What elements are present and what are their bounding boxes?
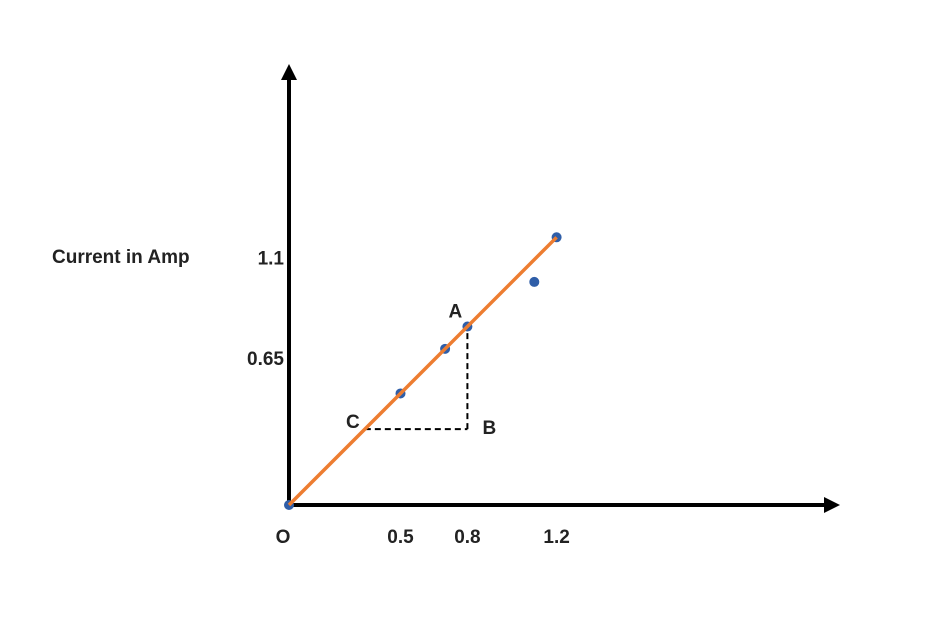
y-tick-label: 0.65 <box>247 349 284 370</box>
y-axis-label: Current in Amp <box>52 247 190 268</box>
x-tick-label: 1.2 <box>543 527 569 548</box>
fit-line <box>287 236 558 507</box>
annotation: B <box>483 418 497 439</box>
x-tick-label: O <box>276 527 291 548</box>
y-tick-label: 1.1 <box>258 249 285 270</box>
data-point <box>529 276 540 287</box>
x-tick-label: 0.5 <box>387 527 414 548</box>
annotation: A <box>449 302 463 323</box>
annotation: C <box>346 412 360 433</box>
x-tick-label: 0.8 <box>454 527 480 548</box>
